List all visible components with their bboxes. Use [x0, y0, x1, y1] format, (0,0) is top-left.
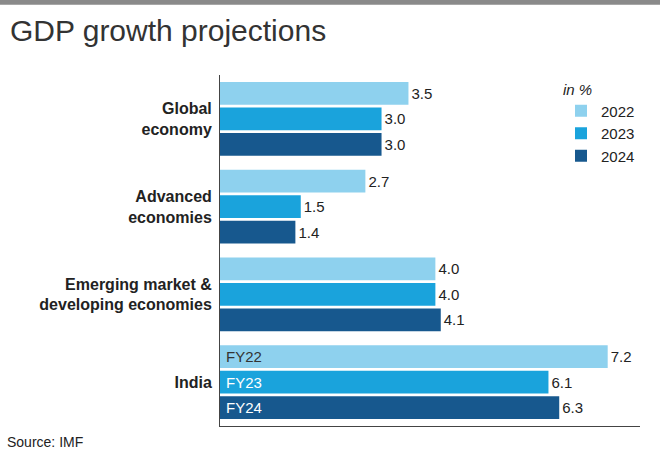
svg-text:Globaleconomy: Globaleconomy — [142, 100, 212, 138]
svg-text:1.4: 1.4 — [298, 224, 319, 241]
svg-text:in %: in % — [563, 81, 592, 98]
svg-text:2024: 2024 — [601, 148, 634, 165]
svg-text:FY23: FY23 — [226, 374, 262, 391]
svg-text:GDP growth projections: GDP growth projections — [10, 14, 326, 47]
svg-text:4.0: 4.0 — [438, 286, 459, 303]
svg-text:3.0: 3.0 — [385, 136, 406, 153]
svg-text:FY24: FY24 — [226, 399, 262, 416]
svg-text:2023: 2023 — [601, 125, 634, 142]
svg-text:3.0: 3.0 — [385, 110, 406, 127]
svg-text:6.3: 6.3 — [562, 399, 583, 416]
svg-text:India: India — [174, 374, 211, 391]
svg-text:Source: IMF: Source: IMF — [7, 434, 83, 450]
svg-text:6.1: 6.1 — [551, 374, 572, 391]
svg-text:1.5: 1.5 — [304, 198, 325, 215]
svg-text:7.2: 7.2 — [611, 348, 632, 365]
svg-text:3.5: 3.5 — [411, 85, 432, 102]
svg-text:2.7: 2.7 — [368, 173, 389, 190]
svg-text:4.1: 4.1 — [444, 311, 465, 328]
svg-text:Advancedeconomies: Advancedeconomies — [128, 188, 212, 226]
svg-text:FY22: FY22 — [226, 348, 262, 365]
svg-text:Emerging market &developing ec: Emerging market &developing economies — [39, 276, 212, 314]
svg-text:4.0: 4.0 — [438, 260, 459, 277]
svg-text:2022: 2022 — [601, 103, 634, 120]
